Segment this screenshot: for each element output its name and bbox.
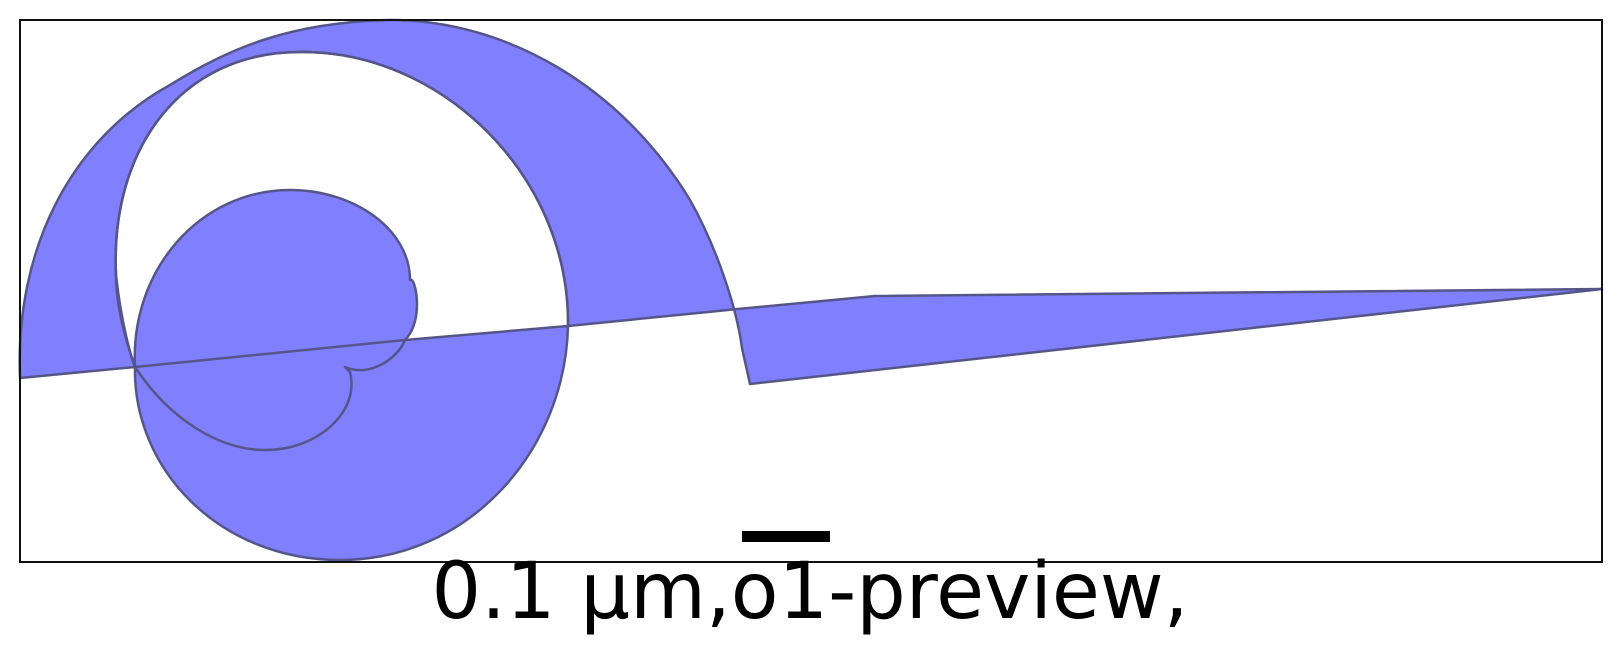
plot-frame — [19, 19, 1603, 563]
scale-bar — [742, 531, 830, 542]
caption: 0.1 µm,o1-preview, — [432, 547, 1189, 637]
spiral-shape — [18, 18, 1604, 562]
inner-spiral-outline — [114, 50, 570, 368]
